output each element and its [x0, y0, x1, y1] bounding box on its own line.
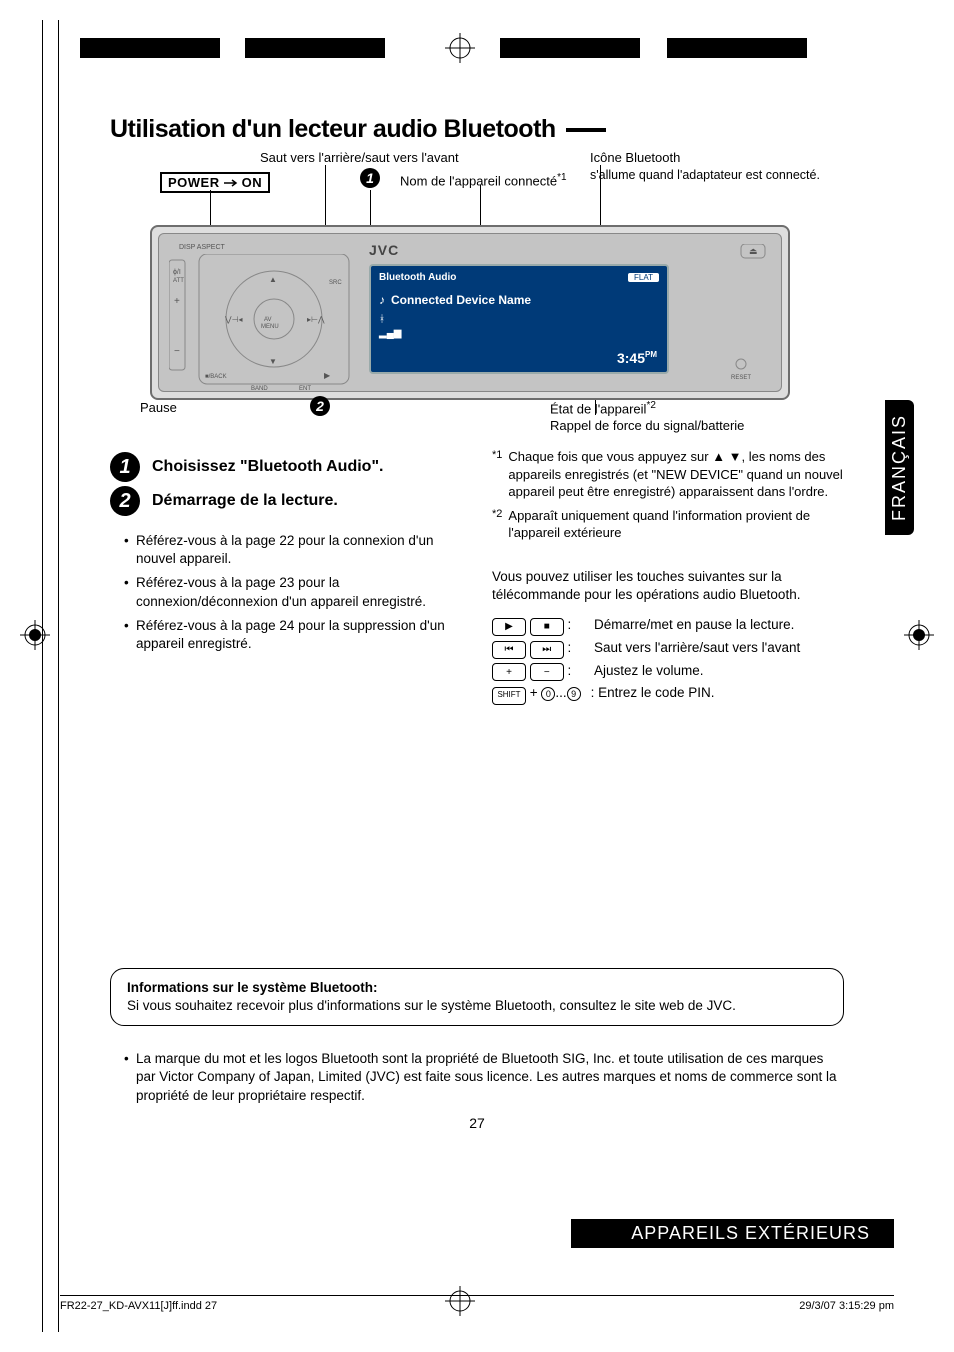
page-content: Utilisation d'un lecteur audio Bluetooth…: [60, 40, 894, 1131]
svg-text:▲: ▲: [269, 275, 277, 284]
callout-pause: Pause: [140, 400, 177, 416]
crop-line: [42, 20, 43, 1332]
callout-skip: Saut vers l'arrière/saut vers l'avant: [260, 150, 459, 166]
next-button-icon: ⏭: [530, 641, 564, 659]
manual-page: FRANÇAIS Utilisation d'un lecteur audio …: [0, 0, 954, 1352]
svg-text:⋁⊣◂: ⋁⊣◂: [224, 315, 243, 324]
remote-intro: Vous pouvez utiliser les touches suivant…: [492, 568, 844, 604]
bullet-item: Référez-vous à la page 23 pour la connex…: [124, 574, 462, 610]
crop-line: [58, 20, 59, 1332]
minus-button-icon: −: [530, 663, 564, 681]
svg-text:BAND: BAND: [251, 386, 268, 392]
step2-text: Démarrage de la lecture.: [152, 490, 338, 512]
footnote1: *1 Chaque fois que vous appuyez sur ▲ ▼,…: [492, 448, 844, 501]
step1-number-icon: 1: [110, 452, 140, 482]
trademark-notice: La marque du mot et les logos Bluetooth …: [110, 1050, 844, 1105]
step2-badge-icon: 2: [310, 396, 330, 416]
svg-text:ϕ/I: ϕ/I: [173, 269, 181, 276]
prev-button-icon: ⏮: [492, 641, 526, 659]
device-diagram: Saut vers l'arrière/saut vers l'avant No…: [110, 150, 844, 440]
section-title: Utilisation d'un lecteur audio Bluetooth: [110, 115, 844, 144]
callout-bt-icon: Icône Bluetooth: [590, 150, 680, 166]
section-tab: APPAREILS EXTÉRIEURS: [571, 1219, 894, 1248]
svg-text:−: −: [174, 346, 180, 357]
svg-text:ENT: ENT: [299, 386, 311, 392]
callout-signal: Rappel de force du signal/batterie: [550, 418, 744, 434]
bullet-item: Référez-vous à la page 24 pour la suppre…: [124, 617, 462, 653]
remote-row-volume: + − : Ajustez le volume.: [492, 662, 844, 682]
svg-text:▸⊢⋀: ▸⊢⋀: [307, 315, 325, 324]
remote-row-play: ▶ ■ : Démarre/met en pause la lecture.: [492, 616, 844, 636]
signal-icon: ▂▄▆: [379, 327, 659, 341]
step1-row: 1 Choisissez "Bluetooth Audio".: [110, 452, 462, 482]
svg-text:AV: AV: [264, 317, 272, 323]
shift-button-icon: SHIFT: [492, 687, 526, 705]
two-column-body: 1 Choisissez "Bluetooth Audio". 2 Démarr…: [110, 448, 844, 708]
power-indicator: POWER ON: [160, 172, 270, 193]
info-body: Si vous souhaitez recevoir plus d'inform…: [127, 998, 736, 1013]
svg-text:■/BACK: ■/BACK: [205, 374, 227, 380]
bluetooth-icon: ᚼ: [379, 313, 659, 327]
screen-source: Bluetooth Audio: [379, 272, 456, 283]
plus-button-icon: +: [492, 663, 526, 681]
bullet-item: Référez-vous à la page 22 pour la connex…: [124, 532, 462, 568]
screen-icons: ᚼ ▂▄▆: [379, 313, 659, 341]
remote-row-pin: SHIFT + 0...9 : Entrez le code PIN.: [492, 684, 844, 704]
step1-badge-icon: 1: [360, 168, 380, 188]
left-bullets: Référez-vous à la page 22 pour la connex…: [110, 532, 462, 653]
callout-status: État de l'appareil*2: [550, 400, 656, 417]
right-column: *1 Chaque fois que vous appuyez sur ▲ ▼,…: [492, 448, 844, 708]
remote-row-skip: ⏮ ⏭ : Saut vers l'arrière/saut vers l'av…: [492, 639, 844, 659]
registration-mark-icon: [20, 620, 50, 650]
svg-text:+: +: [174, 296, 180, 307]
svg-text:▼: ▼: [269, 357, 277, 366]
arrow-icon: [223, 178, 239, 188]
digit-icon: 0: [541, 687, 555, 701]
faceplate-buttons-icon: ϕ/I ATT + − AV MENU ▲ ▼ ⋁⊣◂ ▸⊢⋀ SRC: [169, 254, 359, 394]
screen-time: 3:45PM: [617, 350, 657, 366]
svg-text:⏏: ⏏: [749, 246, 758, 256]
trademark-text: La marque du mot et les logos Bluetooth …: [124, 1050, 844, 1105]
brand-logo: JVC: [369, 242, 399, 258]
remote-table: ▶ ■ : Démarre/met en pause la lecture. ⏮…: [492, 616, 844, 705]
digit-icon: 9: [567, 687, 581, 701]
title-rule: [566, 128, 606, 132]
screen-device-name: Connected Device Name: [391, 293, 531, 307]
footnotes: *1 Chaque fois que vous appuyez sur ▲ ▼,…: [492, 448, 844, 542]
device-faceplate: DISP ASPECT JVC ϕ/I ATT + − AV MENU: [150, 225, 790, 400]
face-button-labels: DISP ASPECT: [179, 244, 225, 251]
svg-text:ATT: ATT: [173, 278, 184, 284]
title-text: Utilisation d'un lecteur audio Bluetooth: [110, 115, 556, 144]
svg-text:▶: ▶: [324, 371, 331, 380]
page-number: 27: [110, 1115, 844, 1131]
footer-right: 29/3/07 3:15:29 pm: [799, 1300, 894, 1312]
stop-button-icon: ■: [530, 618, 564, 636]
device-inner: DISP ASPECT JVC ϕ/I ATT + − AV MENU: [158, 233, 782, 392]
callout-bt-sub: s'allume quand l'adaptateur est connecté…: [590, 168, 820, 183]
step1-text: Choisissez "Bluetooth Audio".: [152, 456, 383, 478]
info-box: Informations sur le système Bluetooth: S…: [110, 968, 844, 1026]
footnote2: *2 Apparaît uniquement quand l'informati…: [492, 507, 844, 542]
screen-row1: Bluetooth Audio FLAT: [379, 272, 659, 283]
step2-number-icon: 2: [110, 486, 140, 516]
svg-text:RESET: RESET: [731, 375, 751, 381]
screen-eq: FLAT: [628, 273, 659, 282]
svg-text:MENU: MENU: [261, 324, 279, 330]
play-button-icon: ▶: [492, 618, 526, 636]
svg-text:SRC: SRC: [329, 280, 342, 286]
info-heading: Informations sur le système Bluetooth:: [127, 980, 378, 995]
step2-row: 2 Démarrage de la lecture.: [110, 486, 462, 516]
callout-device-name: Nom de l'appareil connecté*1: [400, 172, 567, 189]
left-column: 1 Choisissez "Bluetooth Audio". 2 Démarr…: [110, 448, 462, 708]
faceplate-right-icon: ⏏ RESET: [701, 244, 771, 394]
device-screen: Bluetooth Audio FLAT ♪ Connected Device …: [369, 264, 669, 374]
footer-left: FR22-27_KD-AVX11[J]ff.indd 27: [60, 1300, 217, 1312]
page-footer: FR22-27_KD-AVX11[J]ff.indd 27 29/3/07 3:…: [60, 1295, 894, 1312]
note-icon: ♪: [379, 293, 385, 307]
registration-mark-icon: [904, 620, 934, 650]
screen-device-row: ♪ Connected Device Name: [379, 293, 659, 307]
